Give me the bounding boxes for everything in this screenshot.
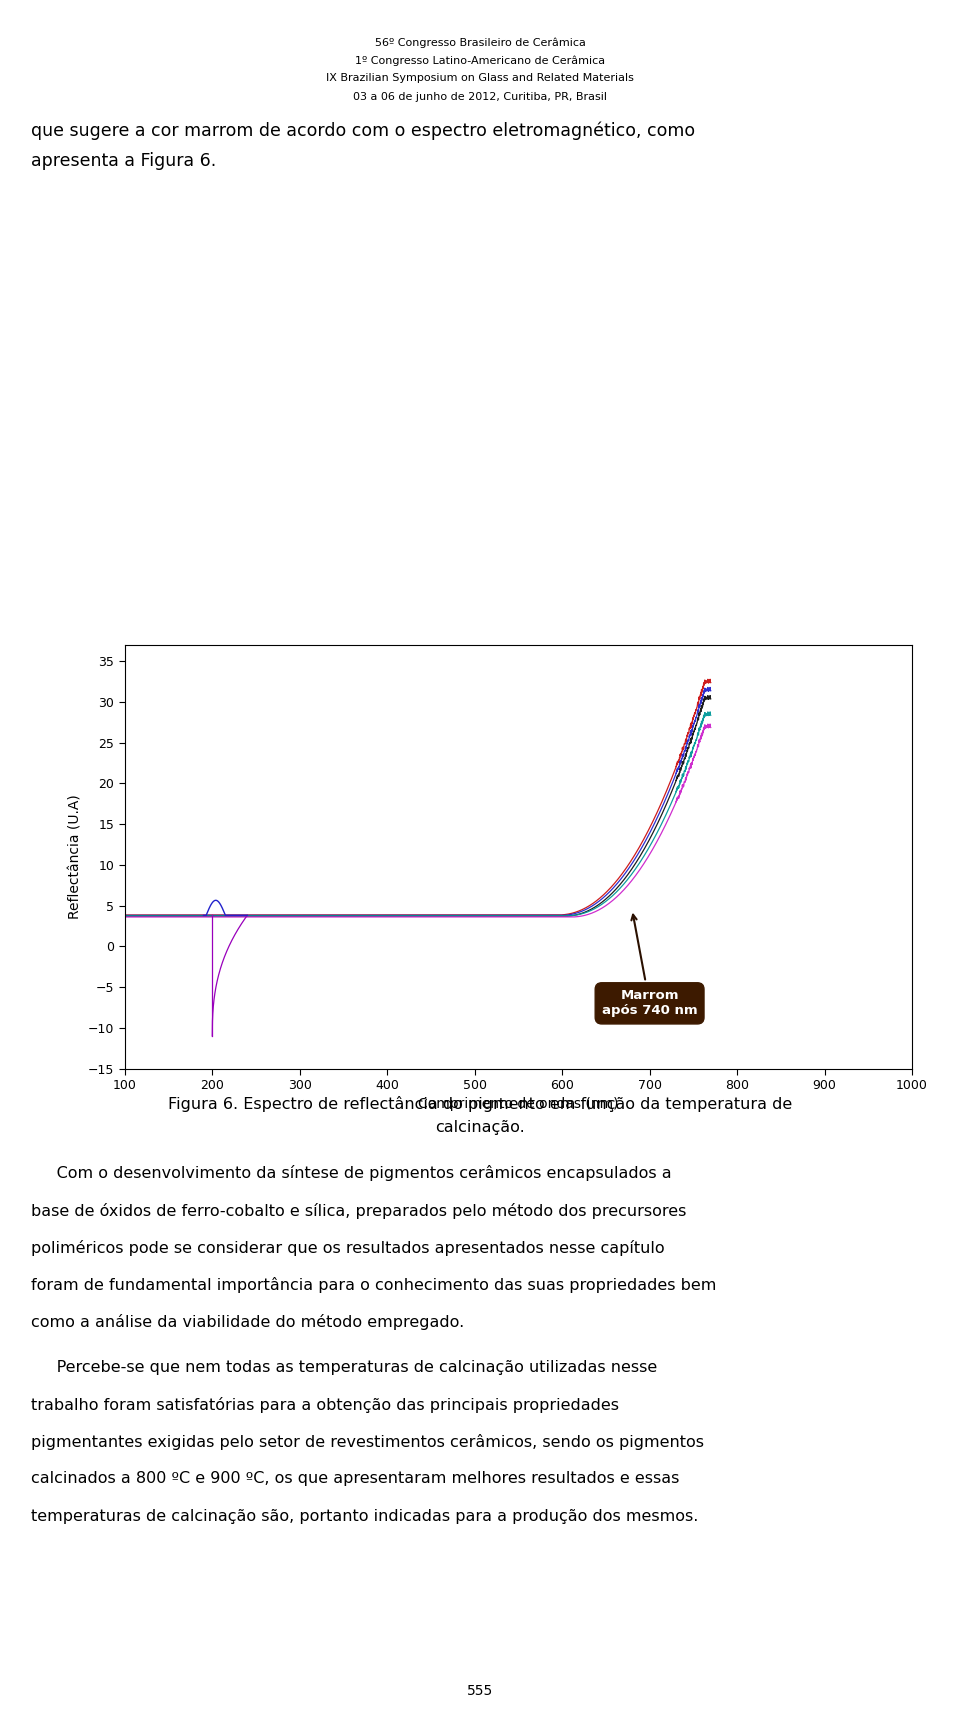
Text: Percebe-se que nem todas as temperaturas de calcinação utilizadas nesse: Percebe-se que nem todas as temperaturas… [31, 1359, 657, 1375]
Text: Com o desenvolvimento da síntese de pigmentos cerâmicos encapsulados a: Com o desenvolvimento da síntese de pigm… [31, 1165, 671, 1181]
Text: foram de fundamental importância para o conhecimento das suas propriedades bem: foram de fundamental importância para o … [31, 1276, 716, 1293]
Text: temperaturas de calcinação são, portanto indicadas para a produção dos mesmos.: temperaturas de calcinação são, portanto… [31, 1508, 698, 1523]
Text: como a análise da viabilidade do método empregado.: como a análise da viabilidade do método … [31, 1314, 464, 1330]
Text: calcinados a 800 ºC e 900 ºC, os que apresentaram melhores resultados e essas: calcinados a 800 ºC e 900 ºC, os que apr… [31, 1471, 679, 1487]
Text: 03 a 06 de junho de 2012, Curitiba, PR, Brasil: 03 a 06 de junho de 2012, Curitiba, PR, … [353, 92, 607, 102]
Text: 56º Congresso Brasileiro de Cerâmica: 56º Congresso Brasileiro de Cerâmica [374, 36, 586, 48]
X-axis label: Comprimento de ondas (nm): Comprimento de ondas (nm) [419, 1098, 618, 1112]
Text: trabalho foram satisfatórias para a obtenção das principais propriedades: trabalho foram satisfatórias para a obte… [31, 1397, 619, 1413]
Text: calcinação.: calcinação. [435, 1120, 525, 1136]
Text: que sugere a cor marrom de acordo com o espectro eletromagnético, como: que sugere a cor marrom de acordo com o … [31, 121, 695, 140]
Text: poliméricos pode se considerar que os resultados apresentados nesse capítulo: poliméricos pode se considerar que os re… [31, 1240, 664, 1255]
Text: Figura 6. Espectro de reflectância do pigmento em função da temperatura de: Figura 6. Espectro de reflectância do pi… [168, 1096, 792, 1112]
Text: 555: 555 [467, 1684, 493, 1698]
Text: base de óxidos de ferro-cobalto e sílica, preparados pelo método dos precursores: base de óxidos de ferro-cobalto e sílica… [31, 1203, 686, 1219]
Text: Marrom
após 740 nm: Marrom após 740 nm [602, 915, 697, 1017]
Y-axis label: Reflectância (U.A): Reflectância (U.A) [68, 794, 83, 920]
Text: IX Brazilian Symposium on Glass and Related Materials: IX Brazilian Symposium on Glass and Rela… [326, 74, 634, 83]
Text: 1º Congresso Latino-Americano de Cerâmica: 1º Congresso Latino-Americano de Cerâmic… [355, 55, 605, 66]
Text: pigmentantes exigidas pelo setor de revestimentos cerâmicos, sendo os pigmentos: pigmentantes exigidas pelo setor de reve… [31, 1433, 704, 1451]
Text: apresenta a Figura 6.: apresenta a Figura 6. [31, 152, 216, 169]
